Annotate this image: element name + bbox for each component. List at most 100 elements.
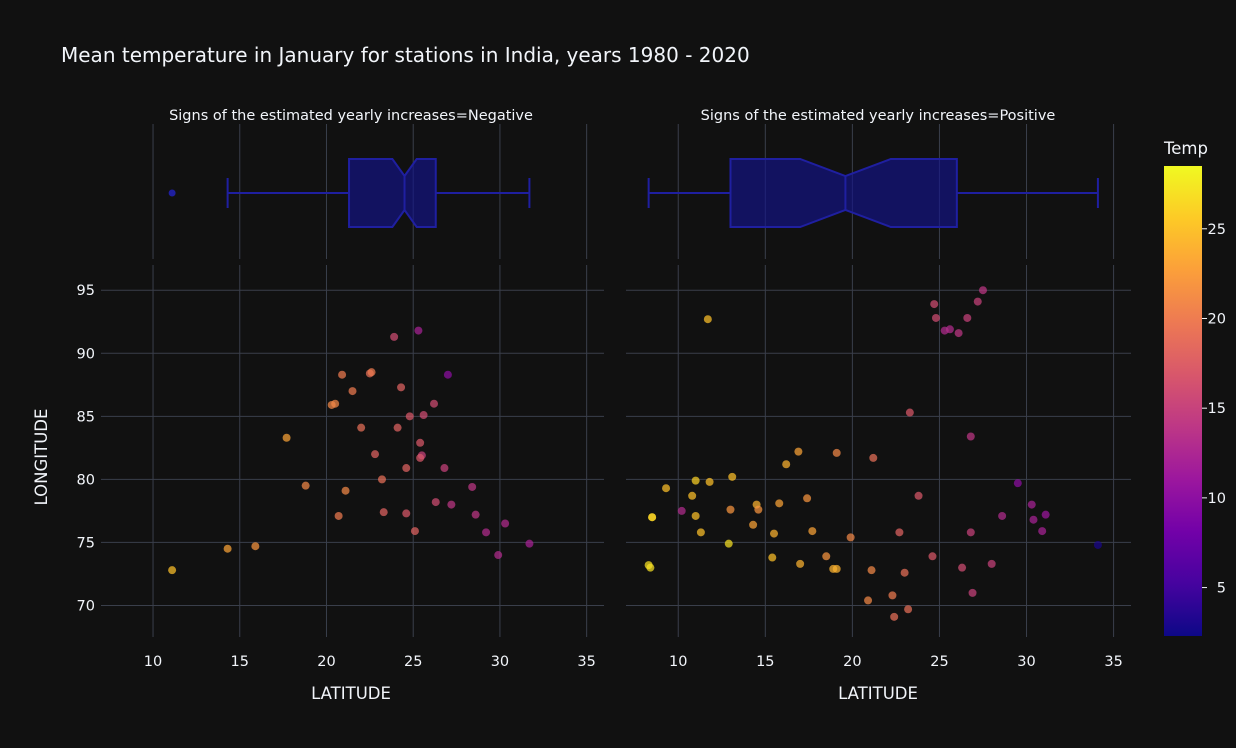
scatter-point <box>402 464 411 473</box>
scatter-point <box>405 412 414 421</box>
scatter-point <box>822 552 831 561</box>
scatter-point <box>371 450 380 459</box>
scatter-point <box>782 460 791 469</box>
scatter-point <box>775 499 784 508</box>
scatter-point <box>958 563 967 572</box>
y-axis-label: LONGITUDE <box>32 409 51 506</box>
x-axis-label-right: LATITUDE <box>838 684 918 703</box>
scatter-point <box>431 498 440 507</box>
scatter-point <box>703 315 712 324</box>
x-axis-label-left: LATITUDE <box>311 684 391 703</box>
scatter-point <box>419 411 428 420</box>
scatter-point <box>662 484 671 493</box>
scatter-point <box>341 486 350 495</box>
scatter-point <box>1013 479 1022 488</box>
scatter-point <box>416 438 425 447</box>
scatter-point <box>890 612 899 621</box>
scatter-point <box>501 519 510 528</box>
scatter-point <box>895 528 904 537</box>
scatter-point <box>1029 515 1038 524</box>
x-tick-label: 10 <box>144 654 162 670</box>
scatter-point <box>468 482 477 491</box>
scatter-point <box>357 423 366 432</box>
scatter-point <box>867 566 876 575</box>
scatter-point <box>998 511 1007 520</box>
scatter-point <box>770 529 779 538</box>
scatter-point <box>696 528 705 537</box>
scatter-point <box>443 370 452 379</box>
scatter-point <box>888 591 897 600</box>
box-plots <box>168 158 1099 228</box>
x-tick-label: 20 <box>843 654 861 670</box>
scatter-point <box>931 313 940 322</box>
scatter-point <box>397 383 406 392</box>
scatter-point <box>808 527 817 536</box>
scatter-point <box>832 448 841 457</box>
colorbar-tick-label: 5 <box>1217 581 1226 597</box>
scatter-point <box>691 476 700 485</box>
scatter-point <box>1093 540 1102 549</box>
scatter-point <box>724 539 733 548</box>
x-tick-label: 15 <box>756 654 774 670</box>
scatter-point <box>348 387 357 396</box>
scatter-point <box>688 491 697 500</box>
box-body <box>348 158 437 228</box>
y-tick-label: 95 <box>77 283 95 299</box>
colorbar-title: Temp <box>1163 139 1208 158</box>
scatter-point <box>646 563 655 572</box>
scatter-point <box>968 588 977 597</box>
scatter-point <box>367 368 376 377</box>
scatter-point <box>402 509 411 518</box>
y-tick-label: 75 <box>77 535 95 551</box>
scatter-point <box>494 551 503 560</box>
x-tick-label: 35 <box>577 654 595 670</box>
x-tick-label: 15 <box>231 654 249 670</box>
x-tick-label: 25 <box>930 654 948 670</box>
scatter-point <box>945 325 954 334</box>
colorbar-tick-label: 25 <box>1208 222 1226 238</box>
scatter-point <box>1038 527 1047 536</box>
scatter-point <box>301 481 310 490</box>
colorbar-tick-label: 20 <box>1208 311 1226 327</box>
x-tick-label: 30 <box>1017 654 1035 670</box>
scatter-point <box>803 494 812 503</box>
x-tick-label: 30 <box>491 654 509 670</box>
scatter-point <box>987 559 996 568</box>
colorbar: Temp 5 10 15 20 25 <box>1163 139 1226 636</box>
scatter-point <box>966 432 975 441</box>
scatter-point <box>978 286 987 295</box>
scatter-point <box>869 453 878 462</box>
scatter-point <box>390 332 399 341</box>
scatter-point <box>223 544 232 553</box>
scatter-point <box>282 433 291 442</box>
scatter-point <box>410 527 419 536</box>
y-tick-label: 70 <box>77 598 95 614</box>
scatter-point <box>973 297 982 306</box>
colorbar-tick-label: 10 <box>1208 491 1226 507</box>
y-tick-label: 85 <box>77 409 95 425</box>
chart-title: Mean temperature in January for stations… <box>61 43 750 67</box>
scatter-point <box>430 399 439 408</box>
scatter-point <box>334 511 343 520</box>
scatter-points <box>168 286 1102 621</box>
scatter-point <box>251 542 260 551</box>
scatter-point <box>471 510 480 519</box>
scatter-point <box>768 553 777 562</box>
x-tick-label: 20 <box>317 654 335 670</box>
scatter-point <box>846 533 855 542</box>
scatter-point <box>954 329 963 338</box>
y-tick-label: 90 <box>77 346 95 362</box>
box-body <box>729 158 958 228</box>
axis-ticks: 10 15 20 25 30 35 10 15 20 25 30 35 70 75 80 85 90 95 <box>77 283 1123 670</box>
scatter-point <box>928 552 937 561</box>
scatter-point <box>648 513 657 522</box>
facet-label-positive: Signs of the estimated yearly increases=… <box>701 108 1056 124</box>
scatter-point <box>904 605 913 614</box>
scatter-point <box>691 511 700 520</box>
scatter-point <box>1041 510 1050 519</box>
scatter-point <box>440 464 449 473</box>
scatter-point <box>914 491 923 500</box>
scatter-point <box>331 399 340 408</box>
x-tick-label: 10 <box>669 654 687 670</box>
